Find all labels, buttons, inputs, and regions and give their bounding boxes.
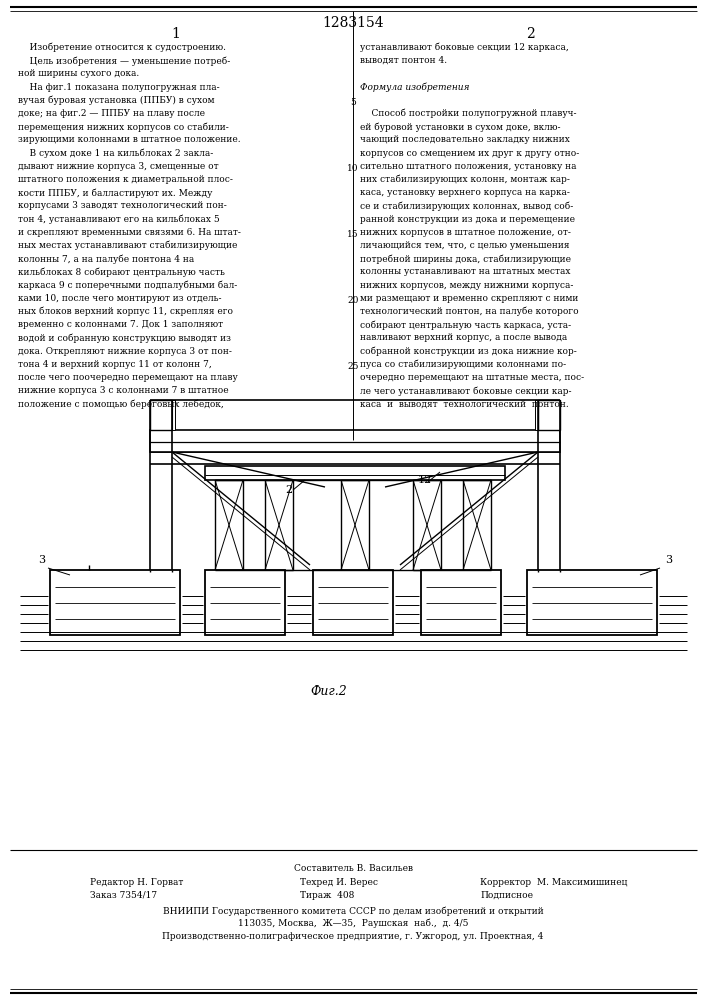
Text: Заказ 7354/17: Заказ 7354/17 [90,891,157,900]
Text: Фиг.2: Фиг.2 [310,685,346,698]
Bar [413,480,441,570]
Text: очередно перемещают на штатные места, пос-: очередно перемещают на штатные места, по… [360,373,584,382]
Text: нижних корпусов, между нижними корпуса-: нижних корпусов, между нижними корпуса- [360,281,573,290]
Text: Корректор  М. Максимишинец: Корректор М. Максимишинец [480,878,627,887]
Text: 113035, Москва,  Ж—35,  Раушская  наб.,  д. 4/5: 113035, Москва, Ж—35, Раушская наб., д. … [238,919,468,928]
Text: 1283154: 1283154 [322,16,384,30]
Text: зирующими колоннами в штатное положение.: зирующими колоннами в штатное положение. [18,135,240,144]
Text: собранной конструкции из дока нижние кор-: собранной конструкции из дока нижние кор… [360,347,577,356]
Text: ных местах устанавливают стабилизирующие: ных местах устанавливают стабилизирующие [18,241,238,250]
Bar [341,480,369,570]
Text: се и стабилизирующих колоннах, вывод соб-: се и стабилизирующих колоннах, вывод соб… [360,201,573,211]
Bar [535,400,538,430]
Text: потребной ширины дока, стабилизирующие: потребной ширины дока, стабилизирующие [360,254,571,264]
Text: кильблоках 8 собирают центральную часть: кильблоках 8 собирают центральную часть [18,267,225,277]
Text: 25: 25 [347,362,358,371]
Text: 2: 2 [525,27,534,41]
Text: ной ширины сухого дока.: ной ширины сухого дока. [18,69,139,78]
Text: сительно штатного положения, установку на: сительно штатного положения, установку н… [360,162,576,171]
Text: ных блоков верхний корпус 11, скрепляя его: ных блоков верхний корпус 11, скрепляя е… [18,307,233,316]
Bar [215,480,243,570]
Bar [538,400,560,430]
Text: ей буровой установки в сухом доке, вклю-: ей буровой установки в сухом доке, вклю- [360,122,561,132]
Text: Цель изобретения — уменьшение потреб-: Цель изобретения — уменьшение потреб- [18,56,230,66]
Text: устанавливают боковые секции 12 каркаса,: устанавливают боковые секции 12 каркаса, [360,43,568,52]
Bar [205,570,285,635]
Text: Изобретение относится к судостроению.: Изобретение относится к судостроению. [18,43,226,52]
Bar [421,570,501,635]
Text: выводят понтон 4.: выводят понтон 4. [360,56,447,65]
Text: кости ППБУ, и балластируют их. Между: кости ППБУ, и балластируют их. Между [18,188,212,198]
Text: нижние корпуса 3 с колоннами 7 в штатное: нижние корпуса 3 с колоннами 7 в штатное [18,386,228,395]
Text: каса, установку верхнего корпуса на карка-: каса, установку верхнего корпуса на карк… [360,188,570,197]
Text: Редактор Н. Горват: Редактор Н. Горват [90,878,183,887]
Text: Тираж  408: Тираж 408 [300,891,354,900]
Text: и скрепляют временными связями 6. На штат-: и скрепляют временными связями 6. На шта… [18,228,241,237]
Bar [265,480,293,570]
Text: штатного положения к диаметральной плос-: штатного положения к диаметральной плос- [18,175,233,184]
Text: Подписное: Подписное [480,891,533,900]
Bar [172,400,175,430]
Text: В сухом доке 1 на кильблоках 2 закла-: В сухом доке 1 на кильблоках 2 закла- [18,149,214,158]
Text: 3: 3 [38,555,45,565]
Text: 5: 5 [350,98,356,107]
Text: 1: 1 [172,27,180,41]
Text: Составитель В. Васильев: Составитель В. Васильев [293,864,412,873]
Text: водой и собранную конструкцию выводят из: водой и собранную конструкцию выводят из [18,333,231,343]
Text: временно с колоннами 7. Док 1 заполняют: временно с колоннами 7. Док 1 заполняют [18,320,223,329]
Text: каса  и  выводят  технологический  понтон.: каса и выводят технологический понтон. [360,399,568,408]
Text: вучая буровая установка (ППБУ) в сухом: вучая буровая установка (ППБУ) в сухом [18,96,214,105]
Text: ми размещают и временно скрепляют с ними: ми размещают и временно скрепляют с ними [360,294,578,303]
Text: дывают нижние корпуса 3, смещенные от: дывают нижние корпуса 3, смещенные от [18,162,218,171]
Text: после чего поочередно перемещают на плаву: после чего поочередно перемещают на плав… [18,373,238,382]
Bar [150,400,172,430]
Text: тон 4, устанавливают его на кильблоках 5: тон 4, устанавливают его на кильблоках 5 [18,215,220,224]
Text: колонны 7, а на палубе понтона 4 на: колонны 7, а на палубе понтона 4 на [18,254,194,264]
Text: каркаса 9 с поперечными подпалубными бал-: каркаса 9 с поперечными подпалубными бал… [18,281,238,290]
Text: ле чего устанавливают боковые секции кар-: ле чего устанавливают боковые секции кар… [360,386,571,396]
Text: корпусов со смещением их друг к другу отно-: корпусов со смещением их друг к другу от… [360,149,579,158]
Text: На фиг.1 показана полупогружная пла-: На фиг.1 показана полупогружная пла- [18,83,220,92]
Text: 3: 3 [665,555,672,565]
Bar [313,570,393,635]
Text: навливают верхний корпус, а после вывода: навливают верхний корпус, а после вывода [360,333,567,342]
Text: корпусами 3 заводят технологический пон-: корпусами 3 заводят технологический пон- [18,201,227,210]
Text: Формула изобретения: Формула изобретения [360,83,469,92]
Text: 15: 15 [347,230,359,239]
Bar [205,466,505,480]
Text: чающий последовательно закладку нижних: чающий последовательно закладку нижних [360,135,570,144]
Text: 20: 20 [347,296,358,305]
Text: ранной конструкции из дока и перемещение: ранной конструкции из дока и перемещение [360,215,575,224]
Text: 10: 10 [347,164,358,173]
Text: 12: 12 [418,475,432,485]
Bar [463,480,491,570]
Text: перемещения нижних корпусов со стабили-: перемещения нижних корпусов со стабили- [18,122,229,132]
Text: Производственно-полиграфическое предприятие, г. Ужгород, ул. Проектная, 4: Производственно-полиграфическое предприя… [163,932,544,941]
Text: нижних корпусов в штатное положение, от-: нижних корпусов в штатное положение, от- [360,228,571,237]
Text: пуса со стабилизирующими колоннами по-: пуса со стабилизирующими колоннами по- [360,360,566,369]
Text: дока. Открепляют нижние корпуса 3 от пон-: дока. Открепляют нижние корпуса 3 от пон… [18,347,232,356]
Bar [527,570,657,635]
Text: них стабилизирующих колонн, монтаж кар-: них стабилизирующих колонн, монтаж кар- [360,175,570,184]
Text: ками 10, после чего монтируют из отдель-: ками 10, после чего монтируют из отдель- [18,294,221,303]
Text: личающийся тем, что, с целью уменьшения: личающийся тем, что, с целью уменьшения [360,241,570,250]
Text: Способ постройки полупогружной плавуч-: Способ постройки полупогружной плавуч- [360,109,576,118]
Text: доке; на фиг.2 — ППБУ на плаву после: доке; на фиг.2 — ППБУ на плаву после [18,109,205,118]
Text: колонны устанавливают на штатных местах: колонны устанавливают на штатных местах [360,267,571,276]
Text: 2: 2 [285,485,292,495]
Text: технологический понтон, на палубе которого: технологический понтон, на палубе которо… [360,307,578,316]
Text: положение с помощью береговых лебедок,: положение с помощью береговых лебедок, [18,399,223,409]
Text: ВНИИПИ Государственного комитета СССР по делам изобретений и открытий: ВНИИПИ Государственного комитета СССР по… [163,906,544,916]
Text: Техред И. Верес: Техред И. Верес [300,878,378,887]
Bar [50,570,180,635]
Bar [150,430,560,452]
Text: тона 4 и верхний корпус 11 от колонн 7,: тона 4 и верхний корпус 11 от колонн 7, [18,360,212,369]
Text: собирают центральную часть каркаса, уста-: собирают центральную часть каркаса, уста… [360,320,571,330]
